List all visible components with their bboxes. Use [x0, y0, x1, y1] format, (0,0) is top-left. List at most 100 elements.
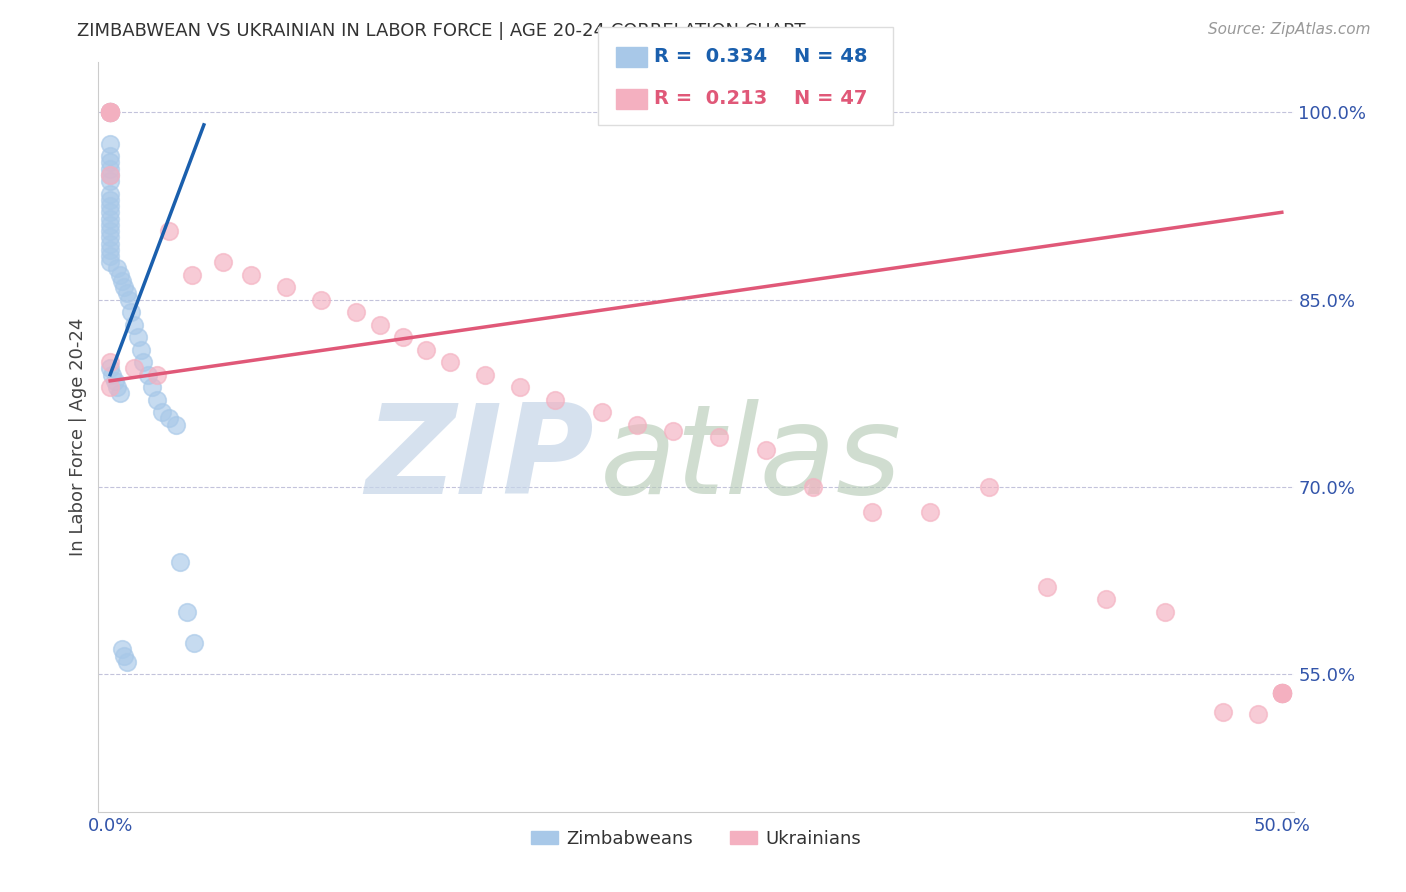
Text: Source: ZipAtlas.com: Source: ZipAtlas.com — [1208, 22, 1371, 37]
Point — [104, 374, 127, 388]
Point — [146, 368, 169, 382]
Point — [98, 149, 121, 163]
Point — [98, 186, 121, 201]
Point — [183, 636, 205, 650]
Point — [98, 224, 121, 238]
Point — [98, 218, 121, 232]
Point — [169, 555, 191, 569]
Point — [368, 318, 391, 332]
Point — [274, 280, 297, 294]
Point — [1153, 605, 1175, 619]
Point — [98, 255, 121, 269]
Point — [98, 168, 121, 182]
Point — [98, 105, 121, 120]
Point — [1095, 592, 1118, 607]
Point — [98, 243, 121, 257]
Point — [98, 155, 121, 169]
Point — [98, 105, 121, 120]
Point — [1271, 686, 1294, 700]
Point — [111, 274, 134, 288]
Point — [98, 105, 121, 120]
Point — [98, 105, 121, 120]
Point — [509, 380, 531, 394]
Point — [98, 105, 121, 120]
Point — [122, 361, 145, 376]
Point — [105, 380, 128, 394]
Point — [661, 424, 683, 438]
Text: N = 47: N = 47 — [794, 88, 868, 108]
Point — [118, 293, 141, 307]
Point — [98, 105, 121, 120]
Point — [98, 105, 121, 120]
Point — [146, 392, 169, 407]
Point — [392, 330, 415, 344]
Point — [98, 105, 121, 120]
Point — [801, 480, 824, 494]
Point — [108, 386, 131, 401]
Point — [115, 655, 138, 669]
Point — [98, 136, 121, 151]
Text: atlas: atlas — [600, 399, 903, 520]
Point — [157, 411, 180, 425]
Point — [136, 368, 159, 382]
Point — [626, 417, 648, 432]
Point — [98, 249, 121, 263]
Legend: Zimbabweans, Ukrainians: Zimbabweans, Ukrainians — [523, 822, 869, 855]
Text: ZIMBABWEAN VS UKRAINIAN IN LABOR FORCE | AGE 20-24 CORRELATION CHART: ZIMBABWEAN VS UKRAINIAN IN LABOR FORCE |… — [77, 22, 806, 40]
Point — [1247, 707, 1270, 722]
Point — [1271, 686, 1294, 700]
Point — [98, 230, 121, 244]
Point — [211, 255, 233, 269]
Point — [98, 168, 121, 182]
Point — [1212, 705, 1234, 719]
Point — [591, 405, 613, 419]
Point — [709, 430, 731, 444]
Point — [920, 505, 942, 519]
Y-axis label: In Labor Force | Age 20-24: In Labor Force | Age 20-24 — [69, 318, 87, 557]
Point — [132, 355, 155, 369]
Point — [150, 405, 173, 419]
Text: N = 48: N = 48 — [794, 46, 868, 66]
Point — [112, 280, 135, 294]
Point — [157, 224, 180, 238]
Point — [98, 174, 121, 188]
Point — [115, 286, 138, 301]
Point — [98, 355, 121, 369]
Point — [98, 161, 121, 176]
Point — [755, 442, 778, 457]
Point — [860, 505, 883, 519]
Point — [105, 261, 128, 276]
Point — [112, 648, 135, 663]
Point — [127, 330, 149, 344]
Point — [439, 355, 461, 369]
Point — [98, 380, 121, 394]
Point — [122, 318, 145, 332]
Point — [544, 392, 567, 407]
Point — [98, 199, 121, 213]
Point — [101, 368, 124, 382]
Point — [1271, 686, 1294, 700]
Point — [1271, 686, 1294, 700]
Text: R =  0.334: R = 0.334 — [654, 46, 766, 66]
Point — [1271, 686, 1294, 700]
Point — [1036, 580, 1059, 594]
Point — [474, 368, 496, 382]
Point — [1271, 686, 1294, 700]
Point — [239, 268, 262, 282]
Point — [98, 193, 121, 207]
Text: ZIP: ZIP — [366, 399, 595, 520]
Point — [1271, 686, 1294, 700]
Point — [98, 361, 121, 376]
Point — [98, 236, 121, 251]
Point — [165, 417, 187, 432]
Point — [415, 343, 437, 357]
Text: R =  0.213: R = 0.213 — [654, 88, 768, 108]
Point — [129, 343, 152, 357]
Point — [120, 305, 142, 319]
Point — [977, 480, 1000, 494]
Point — [141, 380, 163, 394]
Point — [344, 305, 367, 319]
Point — [176, 605, 198, 619]
Point — [98, 105, 121, 120]
Point — [111, 642, 134, 657]
